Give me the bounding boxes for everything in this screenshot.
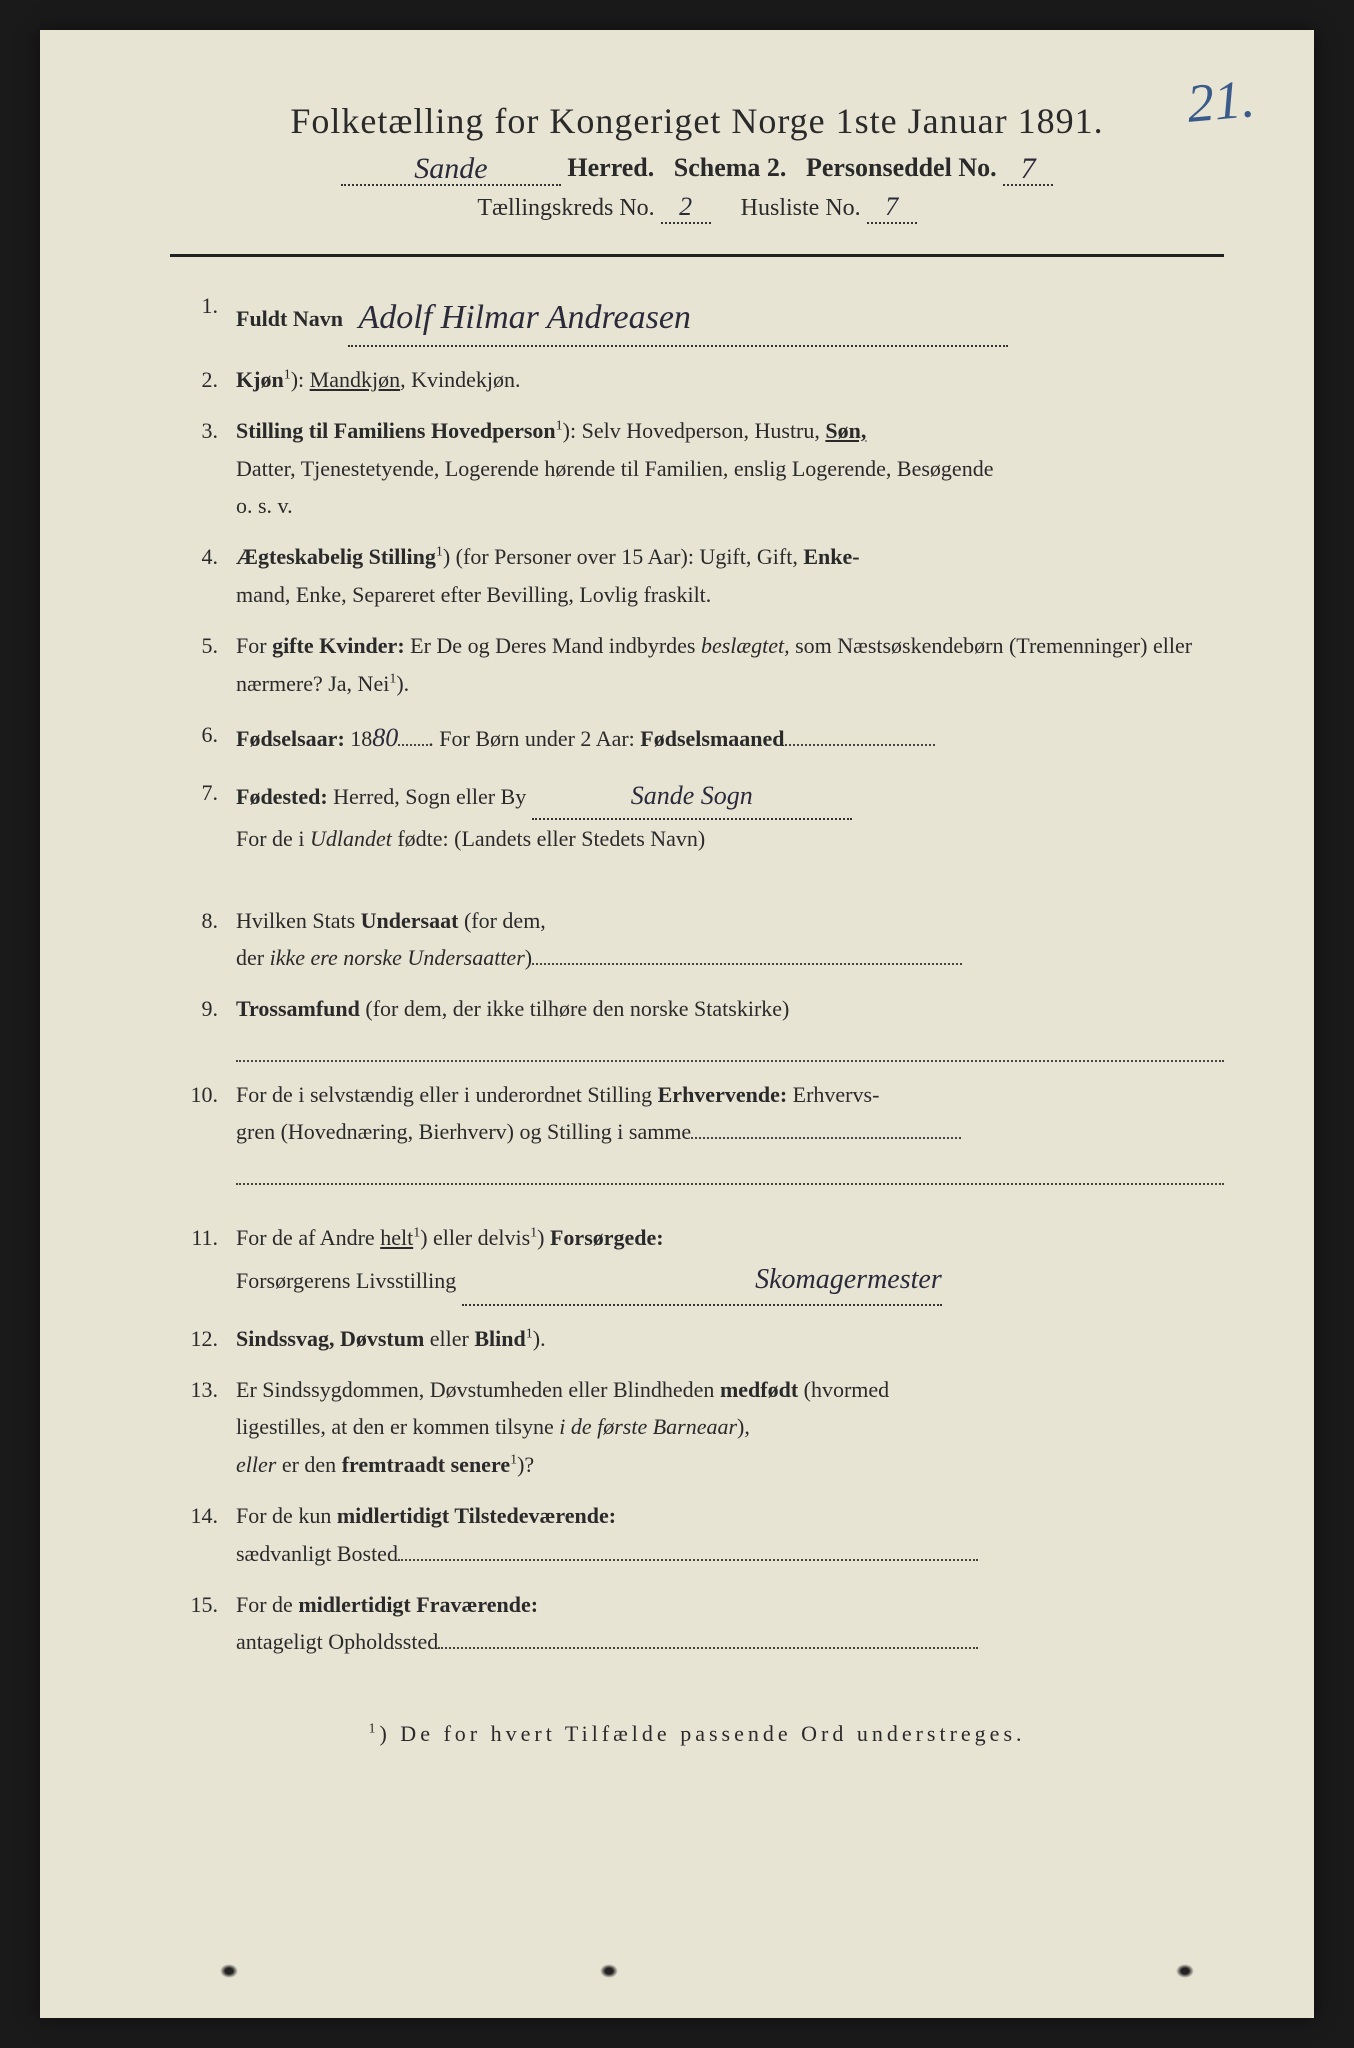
personseddel-value: 7 xyxy=(1021,152,1036,185)
stilling-continuation: Datter, Tjenestetyende, Logerende hørend… xyxy=(236,456,993,481)
personseddel-label: Personseddel No. xyxy=(806,153,997,182)
item-num: 6. xyxy=(170,716,236,760)
item-num: 13. xyxy=(170,1371,236,1483)
item-num: 2. xyxy=(170,361,236,398)
item-3: 3. Stilling til Familiens Hovedperson1):… xyxy=(170,412,1224,524)
item-5: 5. For gifte Kvinder: Er De og Deres Man… xyxy=(170,627,1224,702)
item-num: 3. xyxy=(170,412,236,524)
aegteskab-label: Ægteskabelig Stilling xyxy=(236,544,436,569)
ink-spot xyxy=(220,1964,238,1978)
stilling-label: Stilling til Familiens Hovedperson xyxy=(236,418,556,443)
item-num: 1. xyxy=(170,287,236,347)
item-num: 10. xyxy=(170,1076,236,1185)
provider-occupation-value: Skomagermester xyxy=(755,1264,942,1295)
item-13: 13. Er Sindssygdommen, Døvstumheden elle… xyxy=(170,1371,1224,1483)
fodselsaar-label: Fødselsaar: xyxy=(236,726,345,751)
item-num: 15. xyxy=(170,1586,236,1661)
herred-value: Sande xyxy=(414,152,487,185)
husliste-value: 7 xyxy=(885,192,898,221)
full-name-value: Adolf Hilmar Andreasen xyxy=(358,299,690,336)
kreds-value: 2 xyxy=(679,192,692,221)
ink-spot xyxy=(1176,1964,1194,1978)
trossamfund-label: Trossamfund xyxy=(236,996,360,1021)
item-14: 14. For de kun midlertidigt Tilstedevære… xyxy=(170,1497,1224,1572)
item-6: 6. Fødselsaar: 1880. For Børn under 2 Aa… xyxy=(170,716,1224,760)
item-num: 14. xyxy=(170,1497,236,1572)
item-num: 9. xyxy=(170,990,236,1061)
item-num: 7. xyxy=(170,774,236,858)
third-row: Tællingskreds No. 2 Husliste No. 7 xyxy=(170,192,1224,224)
birthplace-value: Sande Sogn xyxy=(631,781,753,810)
fuldt-navn-label: Fuldt Navn xyxy=(236,306,343,331)
item-9: 9. Trossamfund (for dem, der ikke tilhør… xyxy=(170,990,1224,1061)
ink-spot xyxy=(600,1964,618,1978)
item-num: 11. xyxy=(170,1219,236,1306)
schema-label: Schema 2. xyxy=(674,153,787,182)
census-form-page: 21. Folketælling for Kongeriget Norge 1s… xyxy=(40,30,1314,2018)
husliste-label: Husliste No. xyxy=(741,195,861,221)
main-title: Folketælling for Kongeriget Norge 1ste J… xyxy=(170,100,1224,142)
item-8: 8. Hvilken Stats Undersaat (for dem, der… xyxy=(170,902,1224,977)
item-2: 2. Kjøn1): Mandkjøn, Kvindekjøn. xyxy=(170,361,1224,398)
item-4: 4. Ægteskabelig Stilling1) (for Personer… xyxy=(170,538,1224,613)
subtitle-row: Sande Herred. Schema 2. Personseddel No.… xyxy=(170,150,1224,186)
kvindekjon-option: Kvindekjøn. xyxy=(411,367,520,392)
osv: o. s. v. xyxy=(236,493,293,518)
birth-year-value: 80 xyxy=(372,723,398,752)
item-15: 15. For de midlertidigt Fraværende: anta… xyxy=(170,1586,1224,1661)
item-7: 7. Fødested: Herred, Sogn eller By Sande… xyxy=(170,774,1224,858)
item-num: 4. xyxy=(170,538,236,613)
item-12: 12. Sindssvag, Døvstum eller Blind1). xyxy=(170,1320,1224,1357)
son-option: Søn, xyxy=(825,418,866,443)
footnote: 1) De for hvert Tilfælde passende Ord un… xyxy=(170,1721,1224,1747)
kreds-label: Tællingskreds No. xyxy=(477,195,654,221)
item-num: 12. xyxy=(170,1320,236,1357)
item-10: 10. For de i selvstændig eller i underor… xyxy=(170,1076,1224,1185)
kjon-label: Kjøn xyxy=(236,367,284,392)
aegteskab-cont: mand, Enke, Separeret efter Bevilling, L… xyxy=(236,582,711,607)
sindssvag-label: Sindssvag, Døvstum xyxy=(236,1326,424,1351)
mandkjon-option: Mandkjøn xyxy=(310,367,400,392)
corner-page-number: 21. xyxy=(1184,67,1257,135)
divider xyxy=(170,254,1224,257)
herred-label: Herred. xyxy=(567,153,654,182)
fodested-label: Fødested: xyxy=(236,784,328,809)
item-11: 11. For de af Andre helt1) eller delvis1… xyxy=(170,1219,1224,1306)
item-1: 1. Fuldt Navn Adolf Hilmar Andreasen xyxy=(170,287,1224,347)
item-num: 5. xyxy=(170,627,236,702)
item-num: 8. xyxy=(170,902,236,977)
